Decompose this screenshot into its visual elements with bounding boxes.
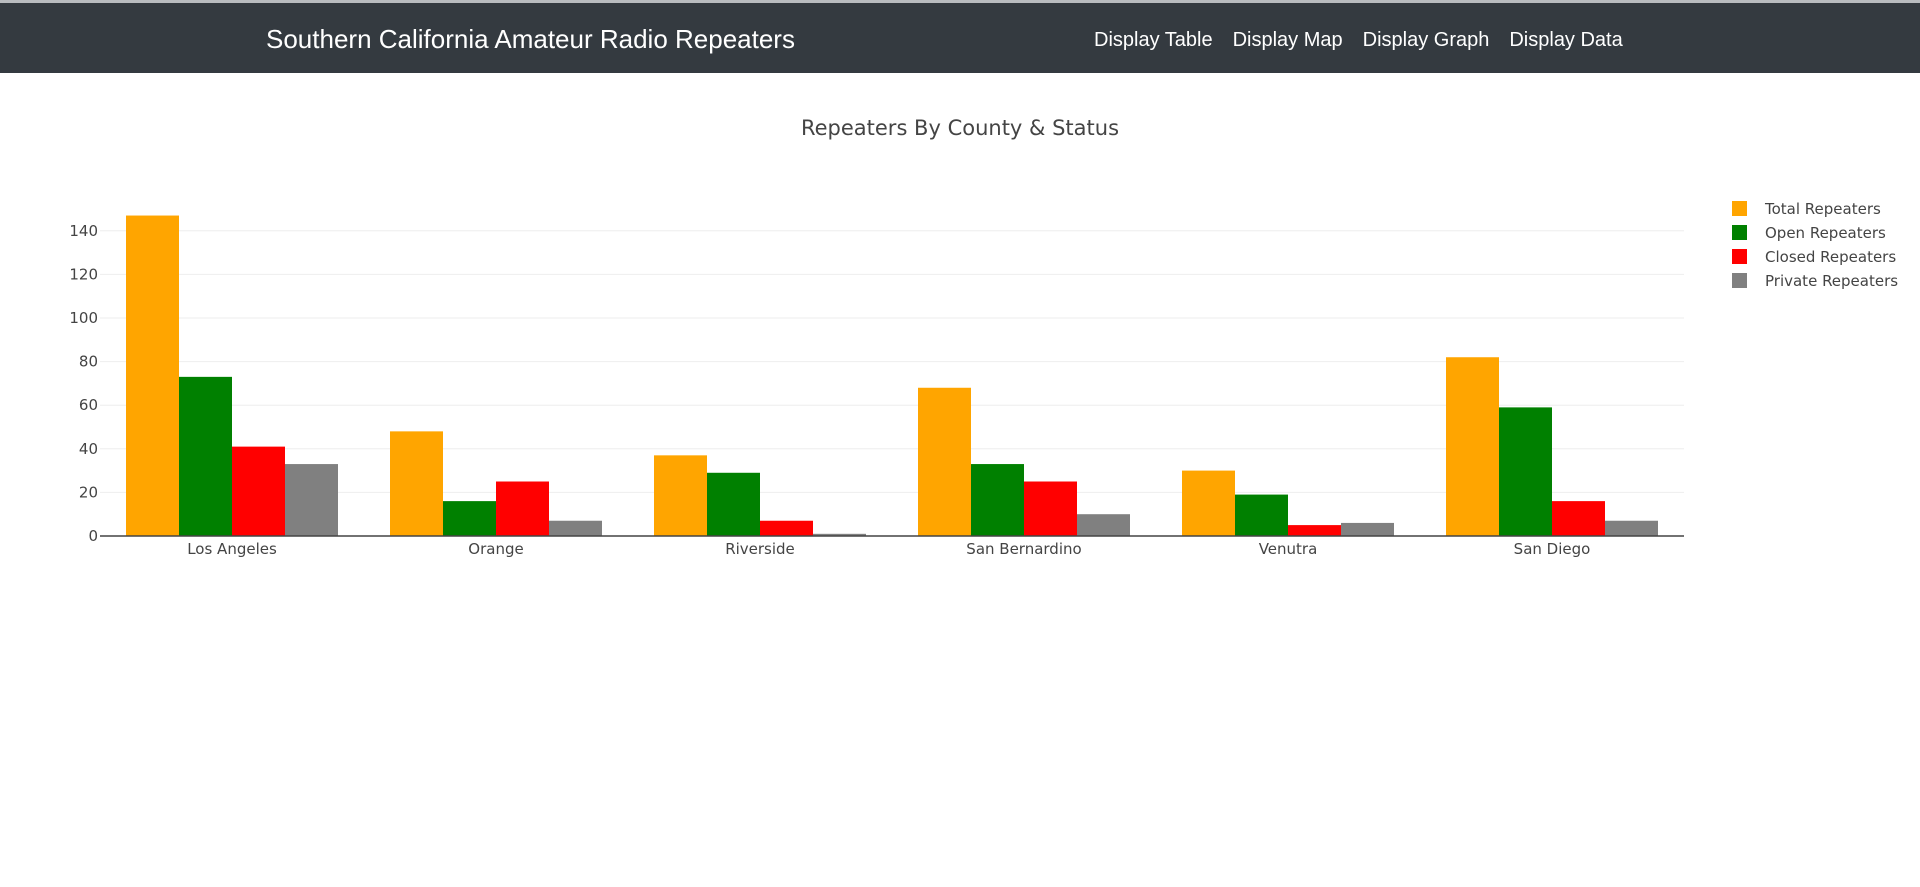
bar-closed-repeaters[interactable] bbox=[760, 521, 813, 536]
bar-open-repeaters[interactable] bbox=[971, 464, 1024, 536]
legend-label[interactable]: Closed Repeaters bbox=[1765, 248, 1896, 266]
bar-private-repeaters[interactable] bbox=[285, 464, 338, 536]
bar-open-repeaters[interactable] bbox=[179, 377, 232, 536]
bar-open-repeaters[interactable] bbox=[1499, 407, 1552, 536]
bar-open-repeaters[interactable] bbox=[1235, 495, 1288, 536]
bar-total-repeaters[interactable] bbox=[1182, 471, 1235, 536]
x-tick-label: Riverside bbox=[725, 540, 795, 558]
bar-private-repeaters[interactable] bbox=[1605, 521, 1658, 536]
legend-swatch[interactable] bbox=[1732, 201, 1747, 216]
legend-swatch[interactable] bbox=[1732, 249, 1747, 264]
bar-total-repeaters[interactable] bbox=[390, 431, 443, 536]
bar-closed-repeaters[interactable] bbox=[232, 447, 285, 536]
chart-container: Repeaters By County & Status 0 20 40 60 80 10… bbox=[0, 73, 1920, 882]
bar-closed-repeaters[interactable] bbox=[1288, 525, 1341, 536]
bar-total-repeaters[interactable] bbox=[654, 455, 707, 536]
nav-display-map[interactable]: Display Map bbox=[1233, 27, 1343, 53]
bar-total-repeaters[interactable] bbox=[918, 388, 971, 536]
y-tick-label: 140 bbox=[69, 222, 98, 240]
bar-private-repeaters[interactable] bbox=[1077, 514, 1130, 536]
nav-display-data[interactable]: Display Data bbox=[1509, 27, 1622, 53]
y-tick-label: 100 bbox=[69, 309, 98, 327]
bar-private-repeaters[interactable] bbox=[1341, 523, 1394, 536]
bars bbox=[126, 216, 1658, 536]
x-tick-label: San Bernardino bbox=[966, 540, 1081, 558]
y-tick-label: 20 bbox=[79, 483, 98, 501]
bar-closed-repeaters[interactable] bbox=[496, 482, 549, 537]
bar-total-repeaters[interactable] bbox=[1446, 357, 1499, 536]
legend-label[interactable]: Private Repeaters bbox=[1765, 272, 1898, 290]
nav-display-graph[interactable]: Display Graph bbox=[1363, 27, 1490, 53]
bar-open-repeaters[interactable] bbox=[443, 501, 496, 536]
bar-open-repeaters[interactable] bbox=[707, 473, 760, 536]
site-title[interactable]: Southern California Amateur Radio Repeat… bbox=[266, 23, 795, 55]
y-tick-label: 120 bbox=[69, 265, 98, 283]
x-tick-label: Venutra bbox=[1259, 540, 1318, 558]
y-tick-label: 60 bbox=[79, 396, 98, 414]
y-tick-label: 0 bbox=[88, 527, 98, 545]
y-tick-label: 80 bbox=[79, 353, 98, 371]
bar-closed-repeaters[interactable] bbox=[1552, 501, 1605, 536]
x-tick-label: Los Angeles bbox=[187, 540, 277, 558]
nav-display-table[interactable]: Display Table bbox=[1094, 27, 1213, 53]
x-tick-label: San Diego bbox=[1514, 540, 1591, 558]
legend-label[interactable]: Open Repeaters bbox=[1765, 224, 1886, 242]
legend: Total Repeaters Open Repeaters Closed Repe… bbox=[1732, 200, 1898, 290]
nav-links: Display Table Display Map Display Graph … bbox=[1094, 27, 1623, 53]
bar-chart[interactable]: Repeaters By County & Status 0 20 40 60 80 10… bbox=[0, 73, 1920, 882]
bar-total-repeaters[interactable] bbox=[126, 216, 179, 536]
legend-swatch[interactable] bbox=[1732, 273, 1747, 288]
legend-label[interactable]: Total Repeaters bbox=[1764, 200, 1881, 218]
chart-title: Repeaters By County & Status bbox=[801, 116, 1119, 140]
x-tick-label: Orange bbox=[468, 540, 523, 558]
navbar: Southern California Amateur Radio Repeat… bbox=[0, 3, 1920, 73]
legend-swatch[interactable] bbox=[1732, 225, 1747, 240]
y-tick-label: 40 bbox=[79, 440, 98, 458]
bar-closed-repeaters[interactable] bbox=[1024, 482, 1077, 537]
bar-private-repeaters[interactable] bbox=[549, 521, 602, 536]
